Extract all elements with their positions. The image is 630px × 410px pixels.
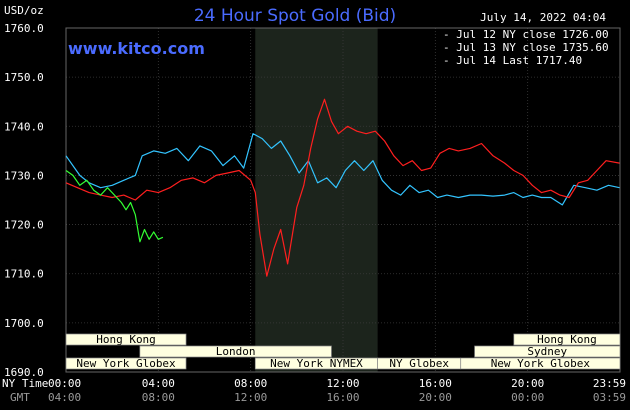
y-tick-label: 1690.0 (4, 366, 44, 379)
session-label: London (216, 345, 256, 358)
ny-time-tick: 23:59 (593, 377, 626, 390)
gmt-tick: 03:59 (593, 391, 626, 404)
gmt-tick: 16:00 (326, 391, 359, 404)
session-label: Sydney (527, 345, 567, 358)
currency-label: USD/oz (4, 4, 44, 17)
ny-time-tick: 00:00 (48, 377, 81, 390)
session-bar (139, 345, 332, 358)
legend: - Jul 12 NY close 1726.00- Jul 13 NY clo… (443, 28, 609, 67)
series-line-jul-12 (65, 133, 620, 206)
x-axis-labels: 00:00 04:00 08:00 12:00 16:00 20:00 23:5904:00… (48, 377, 626, 404)
y-tick-label: 1740.0 (4, 120, 44, 133)
series-lines (65, 98, 620, 277)
session-label: NY Globex (389, 357, 449, 370)
gmt-tick: 20:00 (419, 391, 452, 404)
session-bar (513, 333, 621, 346)
y-tick-label: 1730.0 (4, 169, 44, 182)
session-bar (65, 357, 187, 370)
session-bar (474, 345, 621, 358)
session-label: New York Globex (76, 357, 176, 370)
brand-url: www.kitco.com (68, 39, 205, 58)
y-tick-label: 1760.0 (4, 22, 44, 35)
session-label: Hong Kong (537, 333, 597, 346)
gmt-tick: 12:00 (234, 391, 267, 404)
nymex-shade (255, 28, 378, 372)
ny-time-tick: 16:00 (419, 377, 452, 390)
gmt-tick: 08:00 (142, 391, 175, 404)
legend-entry: - Jul 14 Last 1717.40 (443, 54, 582, 67)
timestamp: July 14, 2022 04:04 (480, 11, 606, 24)
session-label: New York Globex (491, 357, 591, 370)
session-bar (460, 357, 621, 370)
gmt-tick: 04:00 (48, 391, 81, 404)
y-axis-ticks: 1760.0 1750.0 1740.0 1730.0 1720.0 1710.0 1700… (4, 22, 44, 379)
ny-time-tick: 20:00 (511, 377, 544, 390)
session-label: New York NYMEX (270, 357, 363, 370)
y-tick-label: 1700.0 (4, 317, 44, 330)
series-line-jul-13 (65, 98, 620, 277)
legend-entry: - Jul 12 NY close 1726.00 (443, 28, 609, 41)
gmt-tick: 00:00 (511, 391, 544, 404)
ny-time-label: NY Time (2, 377, 48, 390)
series-line-jul-14 (65, 170, 164, 243)
y-tick-label: 1710.0 (4, 268, 44, 281)
ny-time-tick: 12:00 (326, 377, 359, 390)
chart-title: 24 Hour Spot Gold (Bid) (194, 6, 396, 26)
ny-time-tick: 08:00 (234, 377, 267, 390)
plot-frame (65, 27, 621, 373)
session-label: Hong Kong (96, 333, 156, 346)
ny-time-tick: 04:00 (142, 377, 175, 390)
session-bar (65, 333, 187, 346)
y-tick-label: 1720.0 (4, 219, 44, 232)
y-tick-label: 1750.0 (4, 71, 44, 84)
gmt-label: GMT (10, 391, 30, 404)
legend-entry: - Jul 13 NY close 1735.60 (443, 41, 609, 54)
